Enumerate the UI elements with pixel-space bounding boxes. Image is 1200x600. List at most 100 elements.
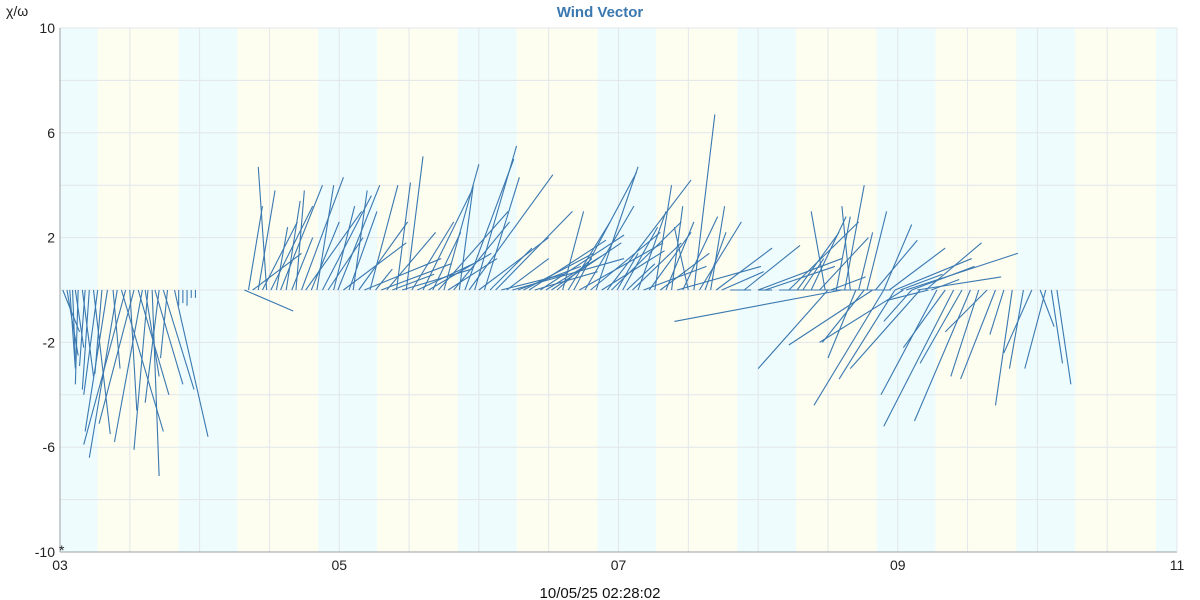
wind-vector	[375, 268, 393, 291]
wind-vector	[523, 252, 594, 291]
wind-vector	[654, 185, 673, 291]
wind-vector	[144, 289, 160, 377]
wind-vector	[1008, 289, 1024, 369]
wind-vector	[352, 190, 368, 291]
y-tick-label: -2	[43, 334, 56, 350]
vector-series	[62, 114, 1072, 477]
wind-vector	[437, 211, 509, 291]
wind-vector	[821, 289, 865, 343]
wind-vector	[84, 289, 109, 432]
wind-vector	[337, 184, 381, 291]
wind-vector	[810, 216, 847, 291]
wind-vector	[960, 289, 996, 380]
wind-vector	[579, 242, 664, 291]
wind-vector	[883, 224, 913, 291]
wind-vector	[92, 289, 111, 435]
wind-vector	[788, 289, 873, 346]
x-tick-label: 11	[1170, 557, 1185, 573]
wind-vector	[757, 258, 843, 291]
wind-vector	[545, 255, 603, 291]
wind-vector	[247, 206, 263, 291]
wind-vector	[417, 263, 474, 291]
wind-vector	[301, 177, 344, 291]
x-tick-labels: 03 05 07 09 11	[52, 557, 1184, 573]
wind-vector	[72, 289, 76, 361]
wind-vector	[827, 289, 857, 359]
wind-vector	[83, 289, 127, 445]
wind-vector	[112, 289, 121, 369]
wind-vector	[468, 174, 554, 291]
corner-mark: *	[59, 542, 65, 558]
wind-vector	[405, 156, 424, 291]
wind-vector	[257, 190, 276, 291]
wind-vector	[333, 206, 356, 291]
axes	[59, 28, 1178, 553]
wind-vector	[889, 247, 946, 291]
wind-vector	[261, 221, 298, 291]
wind-vector	[295, 190, 305, 291]
wind-vector	[874, 239, 918, 291]
wind-vector	[474, 145, 518, 291]
wind-vector	[841, 206, 851, 291]
wind-vector	[622, 226, 659, 291]
wind-vector	[478, 237, 550, 291]
wind-vector	[674, 289, 843, 322]
wind-vector	[994, 289, 1013, 406]
wind-vector	[944, 289, 988, 333]
wind-vector	[573, 171, 638, 291]
wind-vector	[133, 289, 149, 450]
y-tick-label: -10	[35, 544, 55, 560]
wind-vector	[595, 166, 639, 291]
wind-vector	[902, 289, 946, 348]
wind-vector	[144, 289, 160, 403]
wind-vector	[358, 221, 409, 291]
wind-vector	[285, 200, 301, 291]
wind-vector	[757, 289, 829, 369]
wind-vector	[275, 227, 289, 291]
wind-vector	[113, 289, 143, 443]
wind-vector	[710, 206, 726, 291]
y-tick-label: 10	[39, 20, 55, 36]
wind-vector	[989, 289, 1005, 335]
x-tick-label: 05	[331, 557, 347, 573]
wind-vector	[489, 247, 533, 291]
wind-vector	[616, 253, 639, 291]
wind-vector	[562, 211, 585, 291]
wind-vector	[458, 185, 474, 291]
wind-vector	[671, 206, 684, 291]
chart-title: Wind Vector	[557, 4, 644, 21]
wind-vector	[69, 289, 76, 369]
wind-vector	[913, 289, 971, 422]
wind-vector	[606, 179, 692, 291]
wind-vector	[699, 221, 742, 291]
wind-vector	[154, 289, 184, 385]
wind-vector	[173, 289, 209, 437]
wind-vector	[1056, 289, 1072, 385]
wind-vector	[395, 182, 412, 291]
wind-vector	[1024, 289, 1047, 369]
wind-vector	[721, 271, 764, 291]
wind-vector	[764, 265, 836, 291]
wind-vector	[637, 211, 667, 291]
y-axis-label: χ/ω	[6, 3, 28, 19]
wind-vector	[483, 177, 520, 291]
wind-vector	[129, 289, 138, 411]
wind-vector	[392, 273, 435, 291]
wind-vector	[327, 237, 364, 291]
wind-vector	[1039, 289, 1055, 327]
wind-vector	[540, 234, 625, 291]
wind-vector	[626, 263, 656, 291]
wind-vector	[369, 185, 399, 291]
wind-vector	[310, 221, 340, 291]
wind-vector	[464, 158, 515, 291]
x-tick-label: 09	[890, 557, 906, 573]
y-tick-label: 2	[47, 230, 55, 246]
wind-vector	[280, 184, 324, 291]
wind-vector	[819, 289, 904, 343]
y-tick-label: -6	[43, 439, 56, 455]
wind-vector	[835, 216, 851, 291]
wind-vector	[159, 289, 169, 359]
wind-vector	[348, 211, 378, 291]
x-tick-label: 03	[52, 557, 68, 573]
wind-vector	[162, 289, 195, 390]
